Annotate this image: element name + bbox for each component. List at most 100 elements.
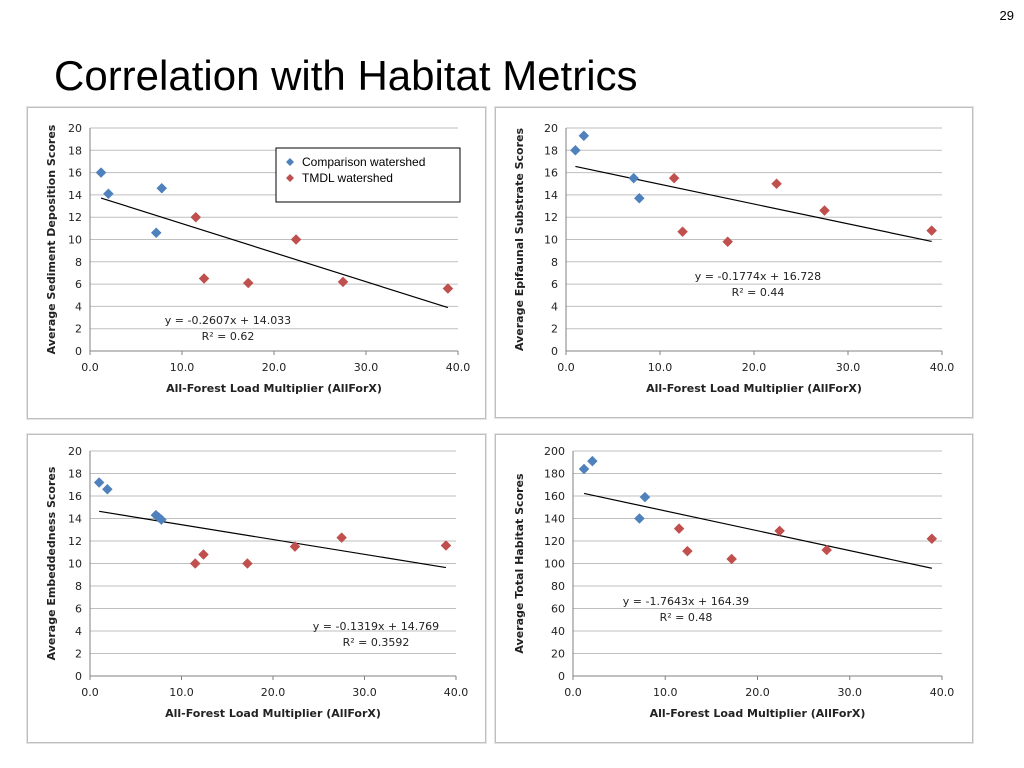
trendline-equation: y = -0.1319x + 14.769 <box>313 620 439 633</box>
comparison-data-point <box>102 483 113 495</box>
y-axis-title: Average Epifaunal Substrate Scores <box>513 128 526 352</box>
tmdl-data-point <box>190 211 202 223</box>
x-axis-title: All-Forest Load Multiplier (AllForX) <box>646 382 862 395</box>
comparison-data-point <box>150 227 162 239</box>
trendline <box>99 510 447 569</box>
y-tick-label: 14 <box>544 189 558 202</box>
x-tick-label: 40.0 <box>446 361 471 374</box>
y-tick-label: 140 <box>544 513 565 526</box>
y-tick-label: 16 <box>68 167 82 180</box>
comparison-data-point <box>93 477 105 488</box>
y-tick-label: 16 <box>544 167 558 180</box>
y-tick-label: 0 <box>558 670 565 683</box>
tmdl-legend-marker <box>286 174 294 182</box>
x-tick-label: 0.0 <box>557 361 575 374</box>
trendline <box>583 492 932 569</box>
epifaunal-substrate-chart: 0 2 4 6 8 10 12 14 16 18 20 0.0 10.0 20.0 30.0 40.0 All-… <box>495 107 973 418</box>
embeddedness-chart: 0 2 4 6 8 10 12 14 16 18 20 0.0 10.0 20.0 30.0 40.0 All-… <box>27 434 486 743</box>
comparison-data-point <box>628 172 640 184</box>
y-tick-label: 14 <box>68 513 82 526</box>
tmdl-data-point <box>290 234 302 245</box>
x-tick-label: 30.0 <box>352 686 377 699</box>
tmdl-data-point <box>682 545 693 557</box>
y-tick-label: 6 <box>551 278 558 291</box>
tmdl-data-point <box>440 540 452 551</box>
comparison-data-point <box>633 192 645 204</box>
tmdl-data-point <box>198 549 209 560</box>
trendline-equation: y = -0.1774x + 16.728 <box>695 270 821 283</box>
y-tick-label: 16 <box>68 490 82 503</box>
comparison-data-point <box>587 455 598 467</box>
y-tick-label: 60 <box>551 603 565 616</box>
r-squared-label: R² = 0.62 <box>202 330 255 343</box>
x-tick-label: 20.0 <box>742 361 767 374</box>
x-tick-label: 30.0 <box>838 686 863 699</box>
y-tick-label: 10 <box>68 558 82 571</box>
x-axis-title: All-Forest Load Multiplier (AllForX) <box>650 707 866 720</box>
tmdl-data-point <box>819 205 830 216</box>
tmdl-data-point <box>774 525 785 537</box>
y-tick-label: 4 <box>551 300 558 313</box>
trendline <box>100 197 449 309</box>
slide-title: Correlation with Habitat Metrics <box>54 52 638 99</box>
y-tick-label: 4 <box>75 300 82 313</box>
tmdl-data-point <box>673 523 685 534</box>
tmdl-data-point <box>189 558 201 569</box>
tmdl-data-point <box>726 553 738 565</box>
x-tick-label: 10.0 <box>653 686 678 699</box>
comparison-legend-marker <box>286 158 294 166</box>
y-tick-label: 8 <box>75 256 82 269</box>
y-tick-label: 2 <box>551 323 558 336</box>
tmdl-data-point <box>668 172 680 184</box>
tmdl-data-point <box>198 273 210 284</box>
comparison-data-point <box>570 144 581 156</box>
x-tick-label: 40.0 <box>930 686 955 699</box>
y-tick-label: 20 <box>551 648 565 661</box>
legend-box <box>275 147 461 203</box>
y-tick-label: 180 <box>544 468 565 481</box>
tmdl-data-point <box>821 544 833 556</box>
y-tick-label: 20 <box>68 445 82 458</box>
y-axis-title: Average Embeddedness Scores <box>45 466 58 660</box>
comparison-data-point <box>634 513 645 524</box>
y-tick-label: 6 <box>75 603 82 616</box>
y-tick-label: 40 <box>551 625 565 638</box>
y-tick-label: 160 <box>544 490 565 503</box>
comparison-data-point <box>156 514 167 525</box>
y-tick-label: 6 <box>75 278 82 291</box>
x-tick-label: 20.0 <box>745 686 770 699</box>
y-axis-title: Average Sediment Deposition Scores <box>45 124 58 354</box>
x-axis-title: All-Forest Load Multiplier (AllForX) <box>165 707 381 720</box>
y-tick-label: 100 <box>544 558 565 571</box>
epifaunal-substrate-plot: 0 2 4 6 8 10 12 14 16 18 20 0.0 10.0 20.0 30.0 40.0 All-… <box>513 122 954 395</box>
x-tick-label: 10.0 <box>648 361 673 374</box>
y-tick-label: 0 <box>75 345 82 358</box>
y-tick-label: 80 <box>551 580 565 593</box>
trendline-equation: y = -1.7643x + 164.39 <box>623 595 749 608</box>
comparison-data-point <box>156 182 168 194</box>
r-squared-label: R² = 0.44 <box>732 286 785 299</box>
y-tick-label: 10 <box>68 234 82 247</box>
y-tick-label: 8 <box>75 580 82 593</box>
tmdl-data-point <box>336 532 347 543</box>
x-tick-label: 10.0 <box>169 686 194 699</box>
y-tick-label: 2 <box>75 323 82 336</box>
tmdl-data-point <box>722 236 734 248</box>
y-tick-label: 12 <box>68 211 82 224</box>
r-squared-label: R² = 0.48 <box>660 611 713 624</box>
y-tick-label: 8 <box>551 256 558 269</box>
y-tick-label: 4 <box>75 625 82 638</box>
page-number: 29 <box>999 8 1014 23</box>
tmdl-data-point <box>289 541 301 552</box>
tmdl-data-point <box>926 225 938 236</box>
tmdl-data-point <box>242 277 254 289</box>
trendline-equation: y = -0.2607x + 14.033 <box>165 314 291 327</box>
x-axis-title: All-Forest Load Multiplier (AllForX) <box>166 382 382 395</box>
total-habitat-chart: 0 20 40 60 80 100 120 140 160 180 200 0.0 10.0 20.0 30… <box>495 434 973 743</box>
x-tick-label: 30.0 <box>354 361 379 374</box>
embeddedness-plot: 0 2 4 6 8 10 12 14 16 18 20 0.0 10.0 20.0 30.0 40.0 All-… <box>45 445 468 720</box>
tmdl-data-point <box>242 558 253 569</box>
y-tick-label: 14 <box>68 189 82 202</box>
x-tick-label: 0.0 <box>81 361 99 374</box>
x-tick-label: 10.0 <box>170 361 195 374</box>
